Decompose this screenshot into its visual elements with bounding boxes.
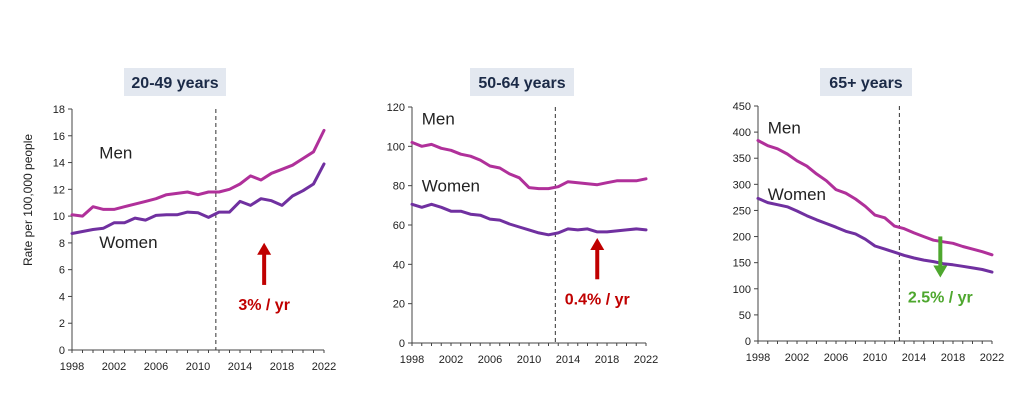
x-tick-label: 2014 bbox=[902, 352, 926, 364]
panel-title-bg bbox=[470, 68, 574, 96]
y-tick-label: 8 bbox=[59, 238, 65, 250]
y-tick-label: 6 bbox=[59, 265, 65, 277]
x-tick-label: 2014 bbox=[228, 361, 252, 373]
trend-arrow-down-icon bbox=[933, 265, 948, 278]
trend-rate-label: 3% / yr bbox=[238, 297, 290, 314]
x-tick-label: 2018 bbox=[595, 354, 619, 366]
series-line-men bbox=[756, 139, 994, 257]
x-tick-label: 2010 bbox=[863, 352, 887, 364]
series-line-women bbox=[756, 196, 994, 274]
y-tick-label: 14 bbox=[53, 158, 65, 170]
panel-title: 65+ years bbox=[829, 75, 903, 92]
y-tick-label: 60 bbox=[393, 220, 405, 232]
y-tick-label: 80 bbox=[393, 181, 405, 193]
x-tick-label: 2002 bbox=[439, 354, 463, 366]
y-tick-label: 0 bbox=[59, 345, 65, 357]
trend-arrow-up-icon bbox=[257, 242, 272, 255]
y-tick-label: 20 bbox=[393, 299, 405, 311]
y-tick-label: 300 bbox=[733, 179, 751, 191]
y-tick-label: 250 bbox=[733, 205, 751, 217]
y-tick-label: 18 bbox=[53, 104, 65, 116]
y-tick-label: 400 bbox=[733, 127, 751, 139]
x-tick-label: 2010 bbox=[517, 354, 541, 366]
series-label-men: Men bbox=[422, 110, 455, 129]
y-tick-label: 100 bbox=[387, 141, 405, 153]
y-tick-label: 16 bbox=[53, 131, 65, 143]
x-tick-label: 2006 bbox=[824, 352, 848, 364]
y-tick-label: 450 bbox=[733, 101, 751, 113]
series-line-women bbox=[410, 202, 648, 237]
x-tick-label: 2022 bbox=[980, 352, 1004, 364]
y-tick-label: 10 bbox=[53, 211, 65, 223]
y-tick-label: 2 bbox=[59, 318, 65, 330]
x-tick-label: 2002 bbox=[785, 352, 809, 364]
y-tick-label: 0 bbox=[745, 336, 751, 348]
y-tick-label: 50 bbox=[739, 310, 751, 322]
x-tick-label: 2022 bbox=[312, 361, 336, 373]
x-tick-label: 2010 bbox=[186, 361, 210, 373]
x-tick-label: 2002 bbox=[102, 361, 126, 373]
panel-50-64: 50-64 years 0 20 40 60 80 100 120 1998 2002 2006 2… bbox=[387, 68, 658, 366]
series-label-men: Men bbox=[768, 119, 801, 138]
y-tick-label: 120 bbox=[387, 102, 405, 114]
series-label-women: Women bbox=[99, 233, 157, 252]
y-tick-label: 40 bbox=[393, 259, 405, 271]
panel-20-49: 20-49 years Rate per 100,000 people 0 2 4 6… bbox=[21, 68, 336, 373]
x-tick-label: 2014 bbox=[556, 354, 580, 366]
series-line-men bbox=[410, 140, 648, 191]
trend-rate-label: 0.4% / yr bbox=[565, 291, 630, 308]
series-label-men: Men bbox=[99, 144, 132, 163]
panel-65-plus: 65+ years 0 50 100 150 200 250 300 350 400 450 199… bbox=[733, 68, 1004, 364]
x-tick-label: 1998 bbox=[60, 361, 84, 373]
trend-rate-label: 2.5% / yr bbox=[908, 290, 973, 307]
y-tick-label: 350 bbox=[733, 153, 751, 165]
y-tick-label: 4 bbox=[59, 291, 65, 303]
x-tick-label: 2022 bbox=[634, 354, 658, 366]
x-tick-label: 1998 bbox=[746, 352, 770, 364]
panel-title-bg bbox=[124, 68, 226, 96]
series-label-women: Women bbox=[422, 177, 480, 196]
panel-title: 20-49 years bbox=[131, 75, 218, 92]
trend-arrow-up-icon bbox=[590, 237, 605, 250]
x-tick-label: 1998 bbox=[400, 354, 424, 366]
x-tick-label: 2006 bbox=[478, 354, 502, 366]
y-axis-label: Rate per 100,000 people bbox=[21, 134, 35, 266]
series-line-men bbox=[70, 128, 326, 218]
panel-title: 50-64 years bbox=[478, 75, 565, 92]
y-tick-label: 100 bbox=[733, 284, 751, 296]
panel-title-bg bbox=[820, 68, 912, 96]
y-tick-label: 0 bbox=[399, 338, 405, 350]
x-tick-label: 2018 bbox=[941, 352, 965, 364]
y-tick-label: 12 bbox=[53, 184, 65, 196]
series-label-women: Women bbox=[768, 185, 826, 204]
y-tick-label: 200 bbox=[733, 232, 751, 244]
x-tick-label: 2018 bbox=[270, 361, 294, 373]
series-line-women bbox=[70, 162, 326, 235]
x-tick-label: 2006 bbox=[144, 361, 168, 373]
y-tick-label: 150 bbox=[733, 258, 751, 270]
